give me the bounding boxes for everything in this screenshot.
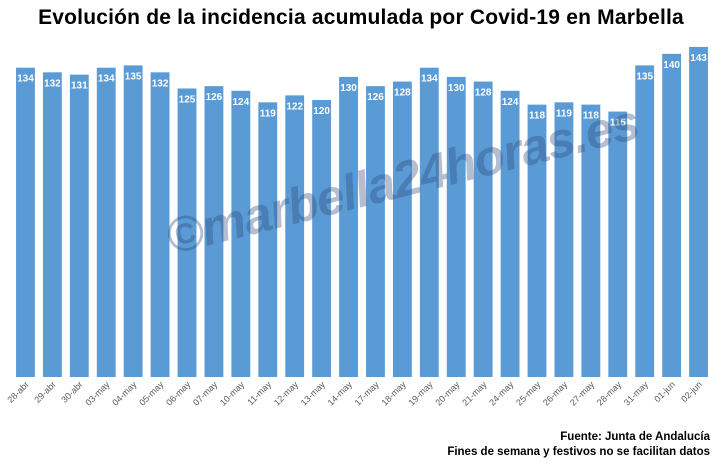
bar-31-may [635, 65, 655, 377]
x-tick-labels-group: 28-abr 29-abr 30-abr03-may04-may05-may06-m… [5, 379, 704, 408]
data-label-26-may: 119 [556, 108, 573, 119]
data-label-11-may: 119 [260, 108, 277, 119]
tick-label-28-may: 28-may [595, 379, 624, 408]
data-label-24-may: 124 [502, 97, 519, 108]
data-label-31-may: 135 [636, 71, 653, 82]
data-label-13-may: 120 [313, 106, 330, 117]
bar-26-may [554, 102, 574, 377]
tick-label-26-may: 26-may [541, 379, 570, 408]
tick-label-30-abr: 30-abr [59, 379, 84, 404]
bar-06-may [177, 88, 197, 377]
tick-label-14-may: 14-may [326, 379, 355, 408]
data-label-12-may: 122 [286, 101, 303, 112]
data-label-27-may: 118 [583, 111, 600, 122]
bar-20-may [446, 76, 466, 378]
data-label-28-may: 115 [610, 118, 627, 129]
tick-label-05-may: 05-may [137, 379, 166, 408]
bar-07-may [204, 86, 224, 377]
tick-label-21-may: 21-may [460, 379, 489, 408]
bar-30-abr [69, 74, 89, 378]
tick-label-24-may: 24-may [487, 379, 516, 408]
data-label-20-may: 130 [448, 83, 465, 94]
bar-24-may [500, 90, 520, 377]
bar-25-may [527, 104, 547, 377]
data-label-05-may: 132 [152, 78, 169, 89]
source-text: Fuente: Junta de Andalucía [560, 431, 710, 443]
bar-12-may [285, 95, 305, 378]
bar-14-may [339, 76, 358, 378]
data-label-06-may: 125 [179, 94, 196, 105]
bar-01-jun [662, 53, 682, 377]
bar-03-may [96, 67, 116, 377]
bar-10-may [231, 90, 251, 377]
tick-label-07-may: 07-may [191, 379, 220, 408]
tick-label-28-abr: 28-abr [5, 379, 30, 404]
data-label-02-jun: 143 [690, 53, 707, 64]
bar-28-abr [16, 67, 35, 377]
tick-label-27-may: 27-may [568, 379, 597, 408]
tick-label-25-may: 25-may [514, 379, 543, 408]
data-label-01-jun: 140 [663, 60, 680, 71]
chart-title: Evolución de la incidencia acumulada por… [38, 6, 684, 29]
data-label-14-may: 130 [340, 83, 357, 94]
data-label-04-may: 135 [125, 71, 142, 82]
data-label-17-may: 126 [367, 92, 384, 103]
tick-label-01-jun: 01-jun [652, 379, 677, 404]
data-label-28-abr: 134 [17, 74, 34, 85]
bar-11-may [258, 102, 278, 377]
bars-group [16, 46, 708, 378]
bar-27-may [581, 104, 601, 377]
tick-label-10-may: 10-may [218, 379, 247, 408]
tick-label-20-may: 20-may [433, 379, 462, 408]
data-label-21-may: 128 [475, 88, 492, 99]
tick-label-13-may: 13-may [299, 379, 328, 408]
data-labels-group: 134 132 131 134 135 132 125 126 124 119 122 120 130 1… [17, 53, 707, 129]
tick-label-17-may: 17-may [353, 379, 382, 408]
bar-29-abr [42, 72, 62, 377]
bar-28-may [608, 111, 628, 378]
tick-label-02-jun: 02-jun [679, 379, 704, 404]
tick-label-03-may: 03-may [83, 379, 112, 408]
bar-19-may [419, 67, 439, 377]
data-label-29-abr: 132 [44, 78, 61, 89]
bar-17-may [366, 86, 385, 377]
data-label-30-abr: 131 [71, 81, 88, 92]
footnote-text: Fines de semana y festivos no se facilit… [447, 446, 710, 458]
data-label-10-may: 124 [233, 97, 250, 108]
tick-label-19-may: 19-may [406, 379, 435, 408]
tick-label-11-may: 11-may [245, 379, 273, 407]
data-label-07-may: 126 [206, 92, 223, 103]
bar-04-may [123, 65, 143, 377]
data-label-18-may: 128 [394, 88, 411, 99]
data-label-03-may: 134 [98, 74, 115, 85]
tick-label-12-may: 12-may [272, 379, 301, 408]
data-label-25-may: 118 [529, 111, 546, 122]
tick-label-29-abr: 29-abr [32, 379, 57, 404]
bar-05-may [150, 72, 170, 377]
bar-21-may [473, 81, 493, 378]
tick-label-18-may: 18-may [379, 379, 408, 408]
bar-02-jun [689, 46, 708, 378]
tick-label-04-may: 04-may [110, 379, 139, 408]
tick-label-31-may: 31-may [622, 379, 651, 408]
tick-label-06-may: 06-may [164, 379, 193, 408]
bar-18-may [392, 81, 412, 378]
data-label-19-may: 134 [421, 74, 438, 85]
bar-13-may [312, 100, 332, 377]
